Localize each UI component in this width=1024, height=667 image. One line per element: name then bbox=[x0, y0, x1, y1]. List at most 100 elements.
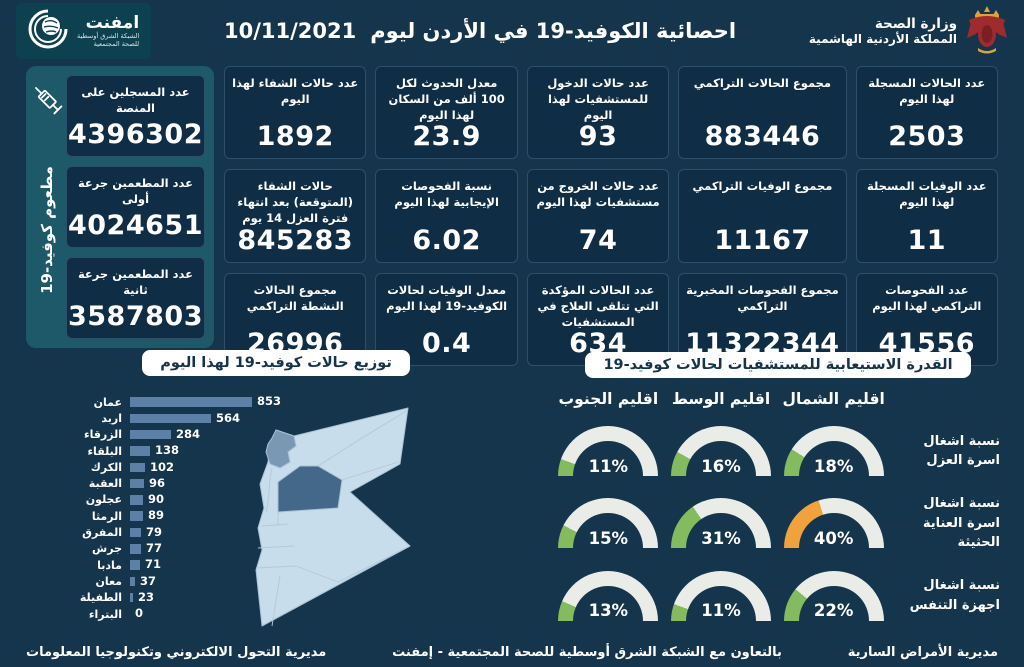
stat-card-title: عدد حالات الدخول للمستشفيات لهذا اليوم bbox=[547, 76, 649, 123]
daily-cases-chart-block: توزيع حالات كوفيد-19 لهذا اليوم عمان 853 ا… bbox=[26, 350, 526, 644]
bar-row: عمان 853 bbox=[26, 394, 336, 410]
stat-card-title: حالات الشفاء (المتوقعة) بعد انتهاء فترة … bbox=[237, 179, 354, 226]
stat-card: معدل الحدوث لكل 100 ألف من السكان لهذا ا… bbox=[375, 66, 518, 160]
page-title: احصائية الكوفيد-19 في الأردن ليوم bbox=[370, 19, 737, 43]
stat-card: عدد حالات الخروج من مستشفيات لهذا اليوم 7… bbox=[526, 169, 670, 263]
vaccination-side-strip: مطعوم كوفيد-19 bbox=[28, 66, 66, 348]
bar-row: عجلون 90 bbox=[26, 492, 336, 508]
bar-value-label: 0 bbox=[135, 606, 144, 621]
stat-card: مجموع الحالات التراكمي 883446 bbox=[678, 66, 847, 160]
globe-swoosh-icon bbox=[28, 9, 68, 53]
bar-row: مادبا 71 bbox=[26, 557, 336, 573]
bar-value-label: 77 bbox=[146, 541, 163, 556]
bar-row: جرش 77 bbox=[26, 541, 336, 557]
bar bbox=[130, 560, 140, 570]
gauge: 11% bbox=[671, 570, 772, 621]
emphnet-subtitle-2: للصحة المجتمعية bbox=[93, 40, 140, 49]
footer-right-directorate: مديرية الأمراض السارية bbox=[847, 644, 998, 660]
stat-card: عدد حالات الشفاء لهذا اليوم 1892 bbox=[224, 66, 367, 160]
vaccination-panel: مطعوم كوفيد-19 عدد المسجلين على المنصة 43… bbox=[26, 66, 214, 348]
jordan-map bbox=[255, 407, 411, 627]
bar bbox=[130, 397, 252, 407]
bar-row: معان 37 bbox=[26, 573, 336, 589]
gauge-cell: 18% bbox=[781, 426, 886, 476]
footer-left-directorate: مديرية التحول الالكتروني وتكنولوجيا المع… bbox=[26, 644, 327, 660]
vaccination-card: عدد المطعمين جرعة أولى 4024651 bbox=[66, 166, 205, 248]
bar-chart-title-badge: توزيع حالات كوفيد-19 لهذا اليوم bbox=[142, 350, 410, 376]
gauge: 13% bbox=[558, 570, 659, 621]
region-header: اقليم الوسط bbox=[671, 390, 771, 408]
stat-card: عدد الوفيات المسجلة لهذا اليوم 11 bbox=[855, 169, 998, 263]
bar-category-label: اربد bbox=[101, 411, 122, 425]
footer-center-collaboration: بالتعاون مع الشبكة الشرق أوسطية للصحة ال… bbox=[392, 644, 782, 660]
vaccination-card-value: 4396302 bbox=[67, 119, 203, 150]
bar-row: الزرقاء 284 bbox=[26, 427, 336, 443]
bar-category-label: الرمثا bbox=[91, 509, 122, 523]
stat-card-value: 6.02 bbox=[412, 224, 481, 256]
stat-card-title: معدل الوفيات لحالات الكوفيد-19 لهذا اليو… bbox=[386, 282, 508, 313]
stat-card: معدل الوفيات لحالات الكوفيد-19 لهذا اليو… bbox=[375, 272, 518, 366]
syringe-icon bbox=[30, 80, 66, 124]
bar-value-label: 138 bbox=[155, 443, 180, 458]
stat-card: نسبة الفحوصات الإيجابية لهذا اليوم 6.02 bbox=[375, 169, 518, 263]
capacity-gauge-grid: اقليم الشمال اقليم الوسط اقليم الجنوب نسبة … bbox=[556, 390, 1000, 621]
gauge-cell: 13% bbox=[556, 570, 661, 621]
gauge: 11% bbox=[558, 426, 659, 476]
emphnet-name: امفنت bbox=[85, 12, 140, 33]
bar-category-label: مادبا bbox=[97, 558, 122, 572]
stat-card-title: عدد الحالات المؤكدة التي تتلقى العلاج في… bbox=[537, 282, 659, 329]
bar bbox=[130, 576, 135, 587]
vaccination-card-value: 4024651 bbox=[67, 210, 203, 241]
bar-value-label: 96 bbox=[149, 475, 166, 490]
stat-card-title: عدد حالات الخروج من مستشفيات لهذا اليوم bbox=[536, 179, 660, 210]
gauge-value: 40% bbox=[813, 528, 854, 548]
capacity-title-badge: القدرة الاستيعابية للمستشفيات لحالات كوف… bbox=[585, 352, 971, 378]
stat-card-title: مجموع الوفيات التراكمي bbox=[692, 179, 833, 194]
gauge-value: 31% bbox=[701, 528, 741, 548]
bar-row: اربد 564 bbox=[26, 410, 336, 426]
gauge: 40% bbox=[783, 498, 884, 549]
bar-value-label: 37 bbox=[140, 573, 157, 588]
bar bbox=[130, 446, 150, 456]
bar-value-label: 284 bbox=[176, 426, 201, 441]
gauge-hole: 15% bbox=[573, 513, 644, 549]
bar-category-label: المفرق bbox=[82, 526, 122, 540]
bar-value-label: 102 bbox=[150, 459, 175, 474]
gauge-value: 15% bbox=[588, 528, 629, 548]
bar-value-label: 564 bbox=[216, 410, 241, 425]
gauge-hole: 22% bbox=[798, 585, 869, 621]
vaccination-cards: عدد المسجلين على المنصة 4396302 عدد المطعم… bbox=[66, 75, 205, 339]
emphnet-logo-block: امفنت الشبكة الشرق أوسطية للصحة المجتمعي… bbox=[16, 3, 152, 59]
bar bbox=[130, 527, 141, 538]
bar bbox=[130, 462, 145, 473]
bar-row: الطفيلة 23 bbox=[26, 590, 336, 606]
stat-card-value: 883446 bbox=[704, 121, 821, 153]
kingdom-name: المملكة الأردنية الهاشمية bbox=[808, 32, 957, 46]
gauge-row-label: نسبة اشغال اجهزة التنفس bbox=[909, 578, 1000, 613]
stats-grid: عدد الحالات المسجلة لهذا اليوم 2503 مجموع … bbox=[224, 66, 998, 366]
region-header: اقليم الشمال bbox=[782, 390, 885, 408]
vaccination-card-title: عدد المسجلين على المنصة bbox=[81, 85, 190, 116]
gauge-cell: 15% bbox=[556, 498, 661, 549]
stat-card-title: عدد الحالات المسجلة لهذا اليوم bbox=[868, 76, 986, 107]
gauge-cell: 31% bbox=[669, 498, 774, 549]
bar-category-label: الطفيلة bbox=[79, 591, 122, 605]
gauge: 18% bbox=[783, 426, 884, 476]
bar-category-label: جرش bbox=[92, 542, 122, 556]
bar bbox=[130, 478, 144, 489]
ministry-name: وزارة الصحة bbox=[874, 16, 957, 32]
gauge-cell: 22% bbox=[781, 570, 886, 621]
stat-card-title: مجموع الحالات التراكمي bbox=[693, 76, 832, 90]
footer-bar: مديرية الأمراض السارية بالتعاون مع الشبك… bbox=[0, 637, 1024, 667]
gauge: 16% bbox=[671, 426, 772, 476]
ministry-logo-block: وزارة الصحة المملكة الأردنية الهاشمية bbox=[809, 4, 1008, 58]
bar bbox=[130, 429, 171, 440]
gauge-value: 11% bbox=[701, 601, 741, 620]
vaccination-side-label: مطعوم كوفيد-19 bbox=[38, 165, 56, 294]
bar-value-label: 71 bbox=[145, 557, 162, 572]
bar-row: العقبة 96 bbox=[26, 475, 336, 491]
gauge: 31% bbox=[671, 498, 772, 549]
gauge-cell: 11% bbox=[669, 570, 774, 621]
bar-category-label: عمان bbox=[93, 395, 122, 409]
vaccination-card: عدد المطعمين جرعة ثانية 3587803 bbox=[66, 257, 205, 339]
